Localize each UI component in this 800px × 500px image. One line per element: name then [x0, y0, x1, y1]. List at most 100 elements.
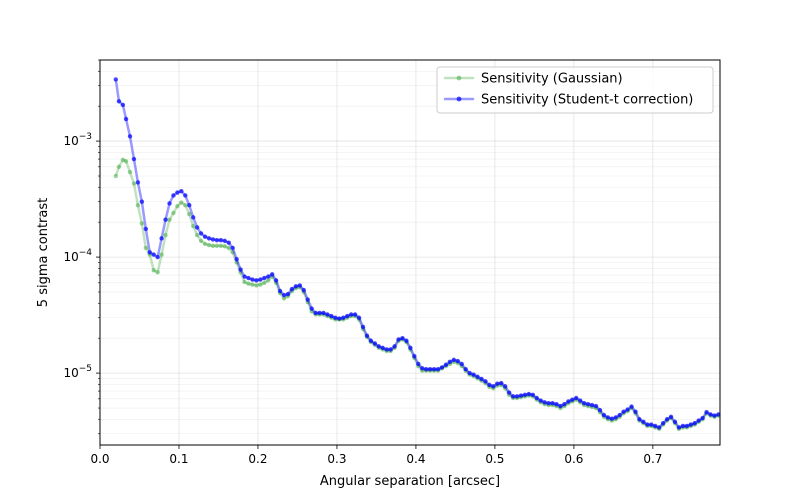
data-point-gaussian [155, 270, 160, 275]
series-student-t [113, 77, 721, 430]
data-point-student-t [423, 367, 429, 372]
data-point-student-t [392, 344, 397, 349]
data-point-student-t [609, 416, 614, 421]
data-point-student-t [163, 217, 168, 222]
data-point-student-t [123, 116, 129, 122]
x-tick-label: 0.6 [564, 452, 583, 466]
data-point-student-t [672, 419, 678, 425]
x-tick-label: 0.1 [169, 452, 188, 466]
data-point-student-t [684, 423, 690, 429]
data-point-student-t [420, 366, 425, 371]
data-point-student-t [522, 392, 528, 397]
data-point-student-t [518, 393, 524, 398]
data-point-student-t [187, 203, 192, 208]
data-point-student-t [360, 324, 366, 330]
data-point-student-t [534, 395, 539, 401]
data-point-student-t [680, 423, 686, 429]
data-point-student-t [317, 310, 322, 316]
data-point-student-t [574, 395, 579, 401]
data-point-gaussian [187, 211, 192, 217]
data-point-student-t [439, 365, 445, 370]
y-tick-label: 10−4 [63, 248, 92, 264]
data-point-student-t [653, 423, 658, 429]
data-point-student-t [285, 291, 291, 297]
data-point-student-t [376, 344, 381, 349]
data-point-gaussian [206, 242, 212, 248]
data-point-student-t [250, 277, 255, 282]
data-point-student-t [412, 353, 417, 359]
data-point-student-t [297, 283, 303, 288]
data-point-gaussian [214, 243, 220, 249]
data-point-student-t [526, 391, 532, 397]
data-point-student-t [202, 234, 208, 239]
data-point-student-t [688, 422, 693, 427]
data-point-student-t [554, 401, 559, 407]
legend-label-student-t: Sensitivity (Student-t correction) [481, 93, 693, 108]
legend-marker-gaussian [456, 75, 462, 81]
data-point-student-t [131, 156, 137, 162]
legend-label-gaussian: Sensitivity (Gaussian) [481, 72, 623, 87]
data-point-student-t [147, 250, 152, 255]
data-point-student-t [348, 312, 354, 317]
data-point-student-t [242, 274, 247, 279]
data-point-student-t [506, 390, 512, 395]
data-point-student-t [183, 193, 188, 198]
x-tick-label: 0.7 [643, 452, 662, 466]
data-point-gaussian [202, 241, 208, 247]
data-point-gaussian [194, 232, 200, 238]
data-point-student-t [269, 272, 275, 277]
data-point-student-t [708, 412, 713, 417]
data-point-student-t [408, 345, 413, 351]
data-point-gaussian [246, 281, 251, 286]
data-point-student-t [664, 417, 670, 422]
data-point-student-t [206, 236, 212, 241]
data-point-student-t [380, 345, 385, 351]
data-point-student-t [427, 367, 433, 372]
plot-frame [99, 59, 721, 446]
data-point-student-t [625, 407, 630, 412]
data-point-student-t [471, 372, 476, 377]
data-point-student-t [700, 415, 705, 421]
data-point-student-t [597, 407, 603, 413]
data-point-student-t [495, 381, 500, 386]
data-point-student-t [431, 367, 437, 372]
data-point-student-t [238, 267, 243, 272]
data-point-student-t [455, 358, 460, 364]
data-point-gaussian [151, 268, 156, 273]
data-point-student-t [617, 412, 622, 418]
data-point-student-t [218, 237, 224, 243]
data-point-student-t [546, 401, 551, 406]
x-tick-label: 0.2 [248, 452, 267, 466]
data-point-student-t [329, 313, 334, 319]
data-point-gaussian [171, 210, 176, 216]
data-point-student-t [226, 240, 231, 245]
data-point-student-t [704, 410, 709, 415]
data-point-student-t [254, 278, 259, 283]
data-point-gaussian [222, 244, 227, 249]
data-point-student-t [198, 231, 204, 236]
data-point-student-t [159, 236, 164, 241]
data-point-gaussian [167, 217, 172, 222]
data-point-student-t [400, 335, 405, 341]
data-point-student-t [443, 362, 449, 367]
data-point-gaussian [250, 282, 255, 287]
data-point-student-t [416, 361, 421, 367]
data-point-student-t [459, 361, 464, 367]
data-point-student-t [550, 401, 555, 406]
y-tick-label: 10−5 [63, 364, 92, 380]
data-point-student-t [333, 315, 338, 320]
data-point-student-t [483, 379, 488, 384]
data-point-student-t [542, 400, 547, 405]
data-point-student-t [191, 215, 196, 220]
data-point-gaussian [123, 159, 129, 164]
data-point-student-t [451, 357, 457, 363]
data-point-student-t [633, 409, 638, 414]
data-point-student-t [629, 404, 634, 409]
data-point-student-t [621, 409, 626, 414]
data-point-student-t [649, 422, 654, 427]
data-point-student-t [566, 399, 571, 404]
data-point-student-t [637, 417, 642, 422]
data-point-student-t [491, 384, 496, 389]
data-point-student-t [325, 312, 330, 317]
data-point-gaussian [120, 157, 126, 162]
